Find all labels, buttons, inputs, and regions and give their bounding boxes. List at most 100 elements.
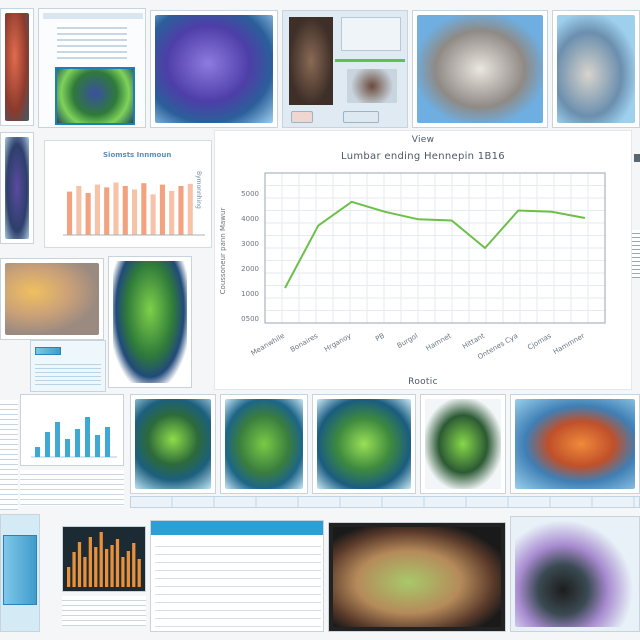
y-tick-label: 1000 — [241, 290, 259, 298]
line-chart-panel: View Lumbar ending Hennepin 1B16 5000 400… — [214, 130, 632, 390]
spreadsheet-window[interactable] — [150, 520, 324, 632]
thumbnail-top-left[interactable] — [0, 8, 34, 126]
skull-image — [557, 15, 635, 123]
x-tick-label: Hittant — [461, 332, 486, 351]
thumbnail-caption-strip — [130, 496, 640, 508]
anatomy-photo-thumbnail[interactable] — [0, 258, 104, 340]
orange-bar — [72, 552, 76, 587]
y-tick-label: 4000 — [241, 215, 259, 223]
text-lines — [57, 23, 127, 63]
bar — [94, 184, 100, 235]
right-edge-label-1 — [634, 154, 640, 162]
purple-render-image — [5, 137, 29, 239]
small-bar-chart — [31, 417, 117, 458]
render-image-2 — [225, 399, 303, 489]
bar — [104, 187, 110, 235]
viewer-window-thumbnail[interactable] — [282, 10, 408, 128]
orange-bar — [99, 532, 103, 587]
bar — [132, 189, 138, 235]
small-bar — [105, 427, 110, 457]
x-tick-label: Hamnet — [425, 332, 453, 353]
left-caption-strip — [20, 470, 124, 506]
vessel-image — [515, 521, 635, 627]
green-render-4[interactable] — [420, 394, 506, 494]
orange-bar — [67, 567, 71, 587]
green-organ-image — [113, 261, 187, 383]
bar — [141, 183, 147, 235]
bar — [113, 182, 119, 235]
info-card-bar — [35, 347, 61, 355]
render-image-1 — [135, 399, 211, 489]
skull-render-thumbnail[interactable] — [552, 10, 640, 128]
orange-bar — [77, 542, 82, 587]
green-render-3[interactable] — [312, 394, 416, 494]
organ-render-image — [5, 13, 29, 121]
orange-chart-window[interactable] — [62, 526, 146, 592]
x-tick-label: PB — [374, 332, 386, 344]
orange-bar — [88, 537, 92, 587]
bar — [150, 194, 156, 235]
panel-top-label: View — [411, 135, 435, 145]
bone-image — [417, 15, 543, 123]
brain-scan-image — [333, 527, 501, 627]
bar — [187, 183, 193, 235]
green-organ-thumbnail[interactable] — [108, 256, 192, 388]
orange-bar — [115, 539, 120, 587]
orange-bar-chart — [67, 532, 141, 587]
y-tick-label: 5000 — [241, 190, 259, 198]
tissue-image — [155, 15, 273, 123]
line-chart-svg: 5000 4000 3000 2000 1000 0500 Meanwhile Bonair… — [219, 172, 606, 361]
bar — [85, 193, 91, 235]
chart-title: Lumbar ending Hennepin 1B16 — [341, 151, 505, 162]
document-header-bar — [3, 535, 37, 605]
purple-tissue-render[interactable] — [150, 10, 278, 128]
small-bar-chart-thumbnail[interactable] — [20, 394, 124, 466]
y-axis-label: Coussoneur pann Mawur — [219, 208, 227, 295]
orange-bar — [121, 557, 125, 587]
orange-bar — [94, 547, 98, 587]
viewer-image-small — [347, 69, 397, 103]
anatomy-photo — [5, 263, 99, 335]
blue-document-thumbnail[interactable] — [0, 514, 40, 632]
small-bar — [95, 435, 100, 457]
panel-bottom-label: Rootic — [408, 377, 438, 387]
right-edge-label-2 — [632, 230, 640, 278]
brain-scan-thumbnail[interactable] — [328, 522, 506, 632]
toolbar-button-2[interactable] — [343, 111, 379, 123]
viewer-image-right — [341, 17, 401, 51]
left-small-table — [0, 400, 18, 510]
orange-bar — [132, 543, 136, 587]
small-bar — [45, 432, 50, 457]
bar-chart-title: Siomsts Innmoun — [103, 151, 172, 159]
bar-chart-svg — [63, 182, 205, 236]
bar — [159, 184, 165, 235]
scan-image — [55, 67, 135, 125]
viewer-image-left — [289, 17, 333, 105]
x-tick-label: Cjomas — [526, 332, 553, 352]
orange-bar — [126, 551, 130, 587]
y-tick-label: 0500 — [241, 315, 259, 323]
orange-render-image — [515, 399, 635, 489]
green-render-1[interactable] — [130, 394, 216, 494]
x-tick-label: Meanwhile — [250, 332, 286, 358]
y-tick-label: 2000 — [241, 265, 259, 273]
orange-bar — [110, 545, 114, 587]
software-window-thumbnail[interactable] — [38, 8, 146, 128]
bone-render-thumbnail[interactable] — [412, 10, 548, 128]
y-tick-label: 3000 — [241, 240, 259, 248]
render-image-4 — [425, 399, 501, 489]
orange-fish-render[interactable] — [510, 394, 640, 494]
vessel-render-thumbnail[interactable] — [510, 516, 640, 632]
small-bar — [35, 447, 40, 457]
bar — [169, 190, 175, 235]
green-render-2[interactable] — [220, 394, 308, 494]
plot-frame — [264, 172, 606, 324]
blue-info-card[interactable] — [30, 340, 106, 392]
left-edge-thumbnail[interactable] — [0, 132, 34, 244]
x-tick-label: Burgol — [396, 332, 420, 350]
render-image-3 — [317, 399, 411, 489]
bar — [67, 191, 73, 235]
small-bar — [65, 439, 70, 457]
toolbar-button-1[interactable] — [291, 111, 313, 123]
small-bar — [75, 429, 80, 457]
